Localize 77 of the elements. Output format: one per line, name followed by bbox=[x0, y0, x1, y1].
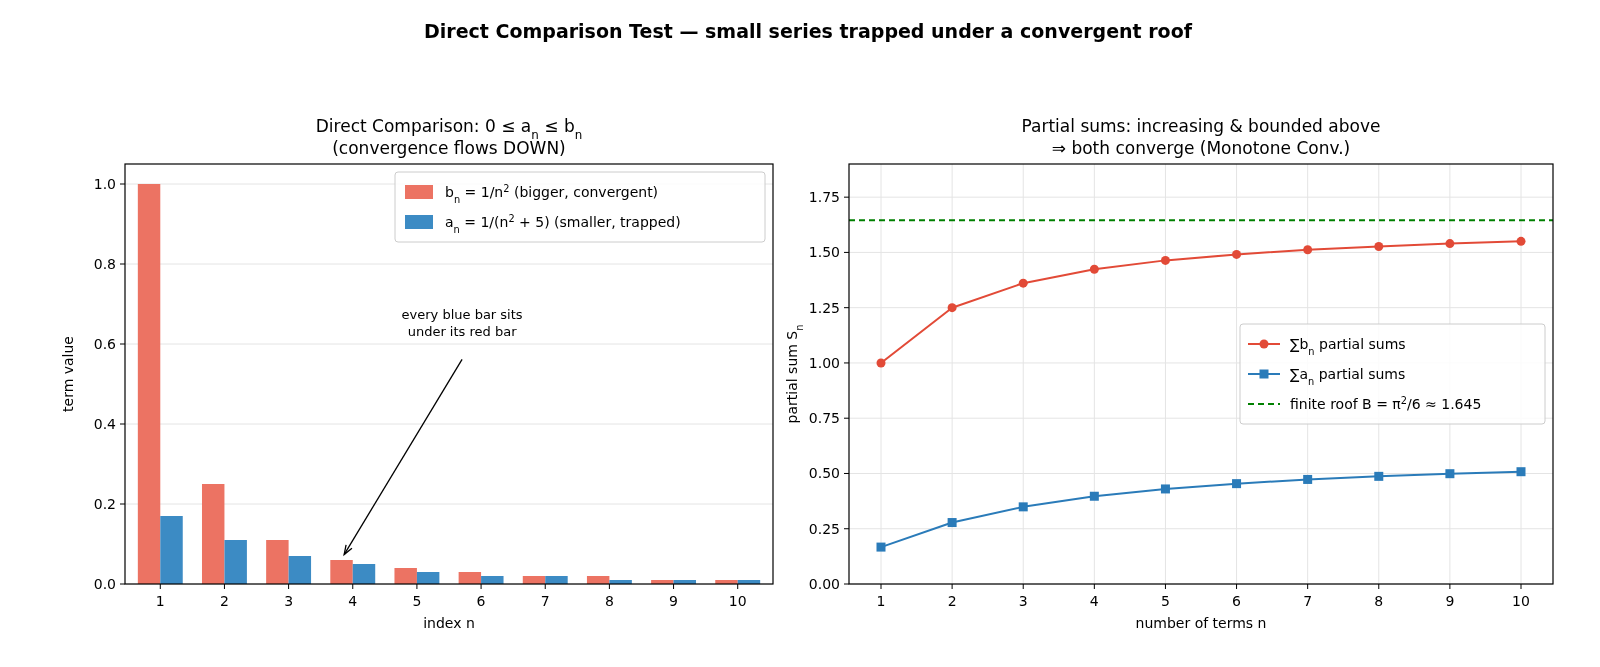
y-tick-label: 0.4 bbox=[93, 416, 117, 432]
bar bbox=[330, 560, 353, 584]
bar bbox=[458, 572, 482, 584]
y-tick-label: 1.75 bbox=[808, 189, 840, 206]
x-tick-label: 4 bbox=[1089, 593, 1099, 609]
y-tick-label: 1.50 bbox=[808, 244, 840, 261]
point bbox=[1445, 239, 1455, 249]
y-tick-label: 0.75 bbox=[808, 410, 840, 427]
point bbox=[1232, 479, 1242, 489]
x-tick-label: 1 bbox=[876, 593, 886, 609]
y-tick-label: 1.25 bbox=[808, 299, 840, 316]
x-tick-label: 8 bbox=[604, 593, 614, 609]
x-tick-label: 3 bbox=[284, 593, 294, 609]
x-tick-label: 9 bbox=[1445, 593, 1455, 609]
point bbox=[1232, 249, 1242, 259]
y-tick-label: 0.00 bbox=[808, 576, 840, 592]
point bbox=[947, 303, 957, 313]
x-tick-label: 9 bbox=[669, 593, 679, 609]
chart-title: Direct Comparison: 0 ≤ a$_{n}$ ≤ b$_{n}$ (convergence flows DOWN) bbox=[315, 116, 583, 158]
legend-label: finite roof B = π$^{2}$/6 ≈ 1.645 bbox=[1290, 394, 1482, 412]
x-tick-label: 6 bbox=[476, 593, 486, 609]
y-tick-label: 0.6 bbox=[93, 336, 117, 352]
x-axis-title: number of terms n bbox=[1135, 615, 1267, 631]
annotation: every blue bar sits under its red bar bbox=[401, 307, 523, 340]
bar bbox=[394, 568, 417, 584]
bar bbox=[352, 564, 376, 584]
x-tick-label: 7 bbox=[540, 593, 550, 609]
x-tick-label: 5 bbox=[412, 593, 422, 609]
x-tick-label: 2 bbox=[219, 593, 229, 609]
y-tick-label: 0.2 bbox=[93, 496, 116, 512]
y-tick-label: 1.0 bbox=[93, 176, 116, 192]
point bbox=[1303, 474, 1313, 484]
point bbox=[876, 358, 886, 368]
point bbox=[1089, 491, 1099, 501]
y-tick-label: 1.00 bbox=[808, 354, 840, 371]
point bbox=[1445, 469, 1455, 479]
point bbox=[1303, 245, 1313, 255]
bar bbox=[201, 484, 225, 584]
chart-title: Partial sums: increasing & bounded above ⇒ both converge (Monotone Conv.) bbox=[1021, 116, 1381, 158]
x-tick-label: 8 bbox=[1374, 593, 1384, 609]
x-tick-label: 3 bbox=[1018, 593, 1028, 609]
x-tick-label: 4 bbox=[348, 593, 358, 609]
x-tick-label: 2 bbox=[947, 593, 957, 609]
x-tick-label: 10 bbox=[1512, 593, 1530, 609]
y-axis-title: term value bbox=[60, 336, 76, 412]
legend-label: b$_{n}$ = 1/n$^{2}$ (bigger, convergent) bbox=[445, 182, 659, 205]
bar bbox=[160, 516, 183, 584]
bar bbox=[137, 184, 161, 584]
x-tick-label: 1 bbox=[155, 593, 165, 609]
y-tick-label: 0.0 bbox=[93, 576, 116, 592]
bar bbox=[416, 572, 440, 584]
x-axis-title: index n bbox=[423, 615, 475, 631]
point bbox=[1374, 241, 1384, 251]
legend-label: ∑b$_{n}$ partial sums bbox=[1290, 336, 1406, 357]
point bbox=[1018, 502, 1028, 512]
point bbox=[876, 542, 886, 552]
bar bbox=[266, 540, 289, 584]
point bbox=[947, 518, 957, 528]
y-tick-label: 0.25 bbox=[808, 520, 840, 537]
bar bbox=[224, 540, 247, 584]
point bbox=[1160, 255, 1170, 265]
point bbox=[1160, 484, 1170, 494]
x-tick-label: 10 bbox=[728, 593, 747, 609]
y-tick-label: 0.50 bbox=[808, 465, 840, 482]
bar bbox=[288, 556, 312, 584]
point bbox=[1018, 278, 1028, 288]
x-tick-label: 7 bbox=[1303, 593, 1313, 609]
point bbox=[1516, 467, 1526, 477]
point bbox=[1089, 264, 1099, 274]
point bbox=[1374, 471, 1384, 481]
point bbox=[1516, 236, 1526, 246]
x-tick-label: 6 bbox=[1232, 593, 1242, 609]
y-tick-label: 0.8 bbox=[93, 256, 116, 272]
text: Direct Comparison Test — small series trapped under a convergent roof bbox=[424, 20, 1193, 42]
x-tick-label: 5 bbox=[1160, 593, 1170, 609]
legend-label: ∑a$_{n}$ partial sums bbox=[1290, 366, 1406, 387]
legend-label: a$_{n}$ = 1/(n$^{2}$ + 5) (smaller, trapped) bbox=[445, 212, 681, 235]
